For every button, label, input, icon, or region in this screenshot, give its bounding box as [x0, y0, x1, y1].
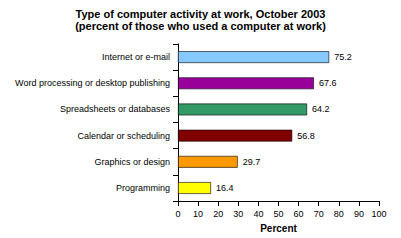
svg-text:80: 80: [334, 209, 344, 219]
svg-text:67.6: 67.6: [319, 78, 337, 88]
svg-text:20: 20: [213, 209, 223, 219]
svg-text:100: 100: [371, 209, 386, 219]
svg-text:30: 30: [233, 209, 243, 219]
svg-text:70: 70: [314, 209, 324, 219]
svg-text:75.2: 75.2: [334, 52, 352, 62]
svg-text:16.4: 16.4: [216, 183, 234, 193]
svg-text:Graphics or design: Graphics or design: [94, 157, 170, 167]
svg-text:(percent of those who used a c: (percent of those who used a computer at…: [75, 20, 326, 32]
svg-text:Word processing or desktop pub: Word processing or desktop publishing: [15, 78, 170, 88]
svg-text:64.2: 64.2: [312, 104, 330, 114]
svg-text:40: 40: [253, 209, 263, 219]
svg-text:60: 60: [294, 209, 304, 219]
svg-text:50: 50: [273, 209, 283, 219]
svg-text:29.7: 29.7: [243, 157, 261, 167]
svg-text:Internet or e-mail: Internet or e-mail: [102, 52, 170, 62]
svg-text:90: 90: [354, 209, 364, 219]
svg-text:0: 0: [175, 209, 180, 219]
svg-text:Programming: Programming: [116, 183, 170, 193]
svg-text:56.8: 56.8: [297, 131, 315, 141]
svg-text:10: 10: [193, 209, 203, 219]
svg-text:Percent: Percent: [260, 223, 297, 234]
svg-text:Calendar or scheduling: Calendar or scheduling: [77, 131, 170, 141]
svg-text:Type of computer activity at w: Type of computer activity at work, Octob…: [76, 8, 326, 20]
svg-text:Spreadsheets or databases: Spreadsheets or databases: [60, 104, 171, 114]
